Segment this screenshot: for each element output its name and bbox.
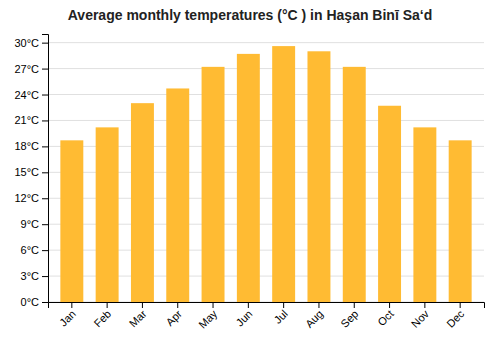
tick-label: Mar (127, 307, 149, 329)
tick-label: 18°C (14, 140, 39, 152)
tick-mark (42, 146, 48, 147)
y-axis: 0°C 3°C 6°C 9°C 12°C 15°C 18°C 21°C 24°C 27°C 30°C (14, 35, 48, 309)
tick: Aug (303, 302, 325, 330)
tick: May (196, 302, 220, 331)
tick-label: 24°C (14, 89, 39, 101)
tick-mark (107, 302, 108, 308)
tick: Jun (234, 302, 255, 329)
tick: Sep (338, 302, 360, 330)
tick-mark (42, 302, 48, 303)
tick-mark (177, 302, 178, 308)
chart: Average monthly temperatures (°C ) in Ha… (0, 0, 500, 350)
tick-label: 12°C (14, 192, 39, 204)
x-axis: Jan Feb Mar Apr May Jun Jul Aug Sep Oct Nov Dec (49, 302, 485, 331)
tick-mark (42, 198, 48, 199)
tick-mark (318, 302, 319, 308)
tick-label: Sep (338, 308, 360, 330)
tick-mark (42, 172, 48, 173)
tick-label: Jul (271, 308, 289, 326)
tick: Mar (127, 302, 149, 329)
bar (343, 67, 366, 302)
tick: Oct (375, 302, 396, 328)
tick: 24°C (14, 89, 48, 101)
tick: Feb (91, 302, 113, 329)
grid-line (48, 120, 484, 121)
tick: 12°C (14, 192, 48, 204)
tick: Jul (271, 302, 289, 326)
tick-mark (42, 276, 48, 277)
tick-label: May (196, 307, 220, 331)
tick-mark (42, 224, 48, 225)
tick: 21°C (14, 114, 48, 126)
bar (237, 54, 260, 302)
tick-mark (42, 95, 48, 96)
tick: Apr (163, 302, 184, 328)
grid-line (48, 42, 484, 43)
tick-mark (71, 302, 72, 308)
tick: 0°C (21, 296, 48, 308)
tick: Dec (444, 302, 467, 330)
tick-mark (42, 120, 48, 121)
grid-line (48, 94, 484, 95)
tick-mark (42, 69, 48, 70)
tick-label: 9°C (21, 218, 40, 230)
tick-label: Jun (234, 308, 255, 329)
tick-label: 6°C (21, 244, 40, 256)
tick: 6°C (21, 244, 48, 256)
tick-mark (389, 302, 390, 308)
tick-mark (213, 302, 214, 308)
bar (131, 103, 154, 302)
tick-label: Nov (409, 307, 432, 330)
tick-mark (283, 302, 284, 308)
bar (272, 46, 295, 302)
tick: 9°C (21, 218, 48, 230)
tick-mark (142, 302, 143, 308)
tick: 15°C (14, 166, 48, 178)
bar (307, 51, 330, 302)
tick-label: 0°C (21, 296, 40, 308)
tick: 30°C (14, 37, 48, 49)
tick: 3°C (21, 270, 48, 282)
bar (166, 88, 189, 302)
tick-label: 27°C (14, 63, 39, 75)
tick-mark (424, 302, 425, 308)
tick-label: 15°C (14, 166, 39, 178)
tick-mark (42, 250, 48, 251)
tick: Jan (57, 302, 78, 329)
tick-label: 21°C (14, 114, 39, 126)
tick-label: Jan (57, 308, 78, 329)
bar (96, 127, 119, 302)
tick-mark (460, 302, 461, 308)
tick-label: Aug (303, 308, 325, 330)
tick-mark (248, 302, 249, 308)
axis-line (42, 35, 49, 303)
bar (413, 127, 436, 302)
bar (202, 67, 225, 302)
grid-line (48, 68, 484, 69)
tick: 18°C (14, 140, 48, 152)
axis-line (49, 303, 485, 309)
tick: Nov (409, 302, 432, 330)
tick-label: Oct (375, 308, 396, 329)
tick-mark (354, 302, 355, 308)
plot: Jan Feb Mar Apr May Jun Jul Aug Sep Oct Nov Dec 0°C 3… (14, 35, 484, 331)
bar (60, 140, 83, 302)
bars (60, 46, 471, 302)
tick-label: 30°C (14, 37, 39, 49)
tick-label: Feb (91, 308, 113, 330)
tick-label: Dec (444, 307, 467, 330)
tick-label: Apr (163, 307, 184, 328)
tick-mark (42, 43, 48, 44)
tick-label: 3°C (21, 270, 40, 282)
bar (449, 140, 472, 302)
title: Average monthly temperatures (°C ) in Ha… (68, 7, 433, 23)
tick: 27°C (14, 63, 48, 75)
grid (48, 43, 484, 302)
bar (378, 106, 401, 302)
